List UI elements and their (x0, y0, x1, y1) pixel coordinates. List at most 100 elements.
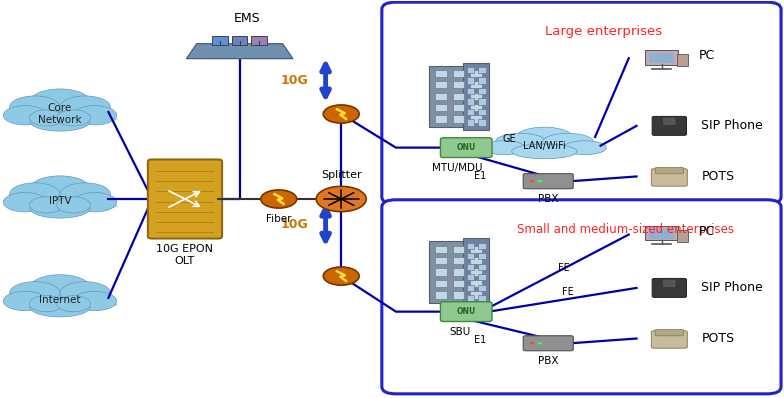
FancyBboxPatch shape (655, 168, 684, 174)
Text: POTS: POTS (702, 170, 735, 183)
Ellipse shape (60, 282, 111, 304)
Bar (478, 285, 485, 291)
Bar (435, 246, 447, 253)
Ellipse shape (495, 133, 546, 150)
Text: FE: FE (558, 263, 570, 273)
FancyBboxPatch shape (212, 36, 228, 45)
FancyBboxPatch shape (677, 230, 688, 242)
Ellipse shape (9, 96, 60, 119)
Text: E1: E1 (474, 336, 486, 345)
Ellipse shape (12, 300, 118, 310)
Bar (467, 119, 474, 125)
Circle shape (529, 342, 534, 344)
Circle shape (261, 190, 296, 208)
Circle shape (537, 342, 542, 344)
Bar (470, 257, 482, 264)
FancyBboxPatch shape (645, 226, 678, 240)
FancyBboxPatch shape (148, 160, 222, 238)
Text: Large enterprises: Large enterprises (545, 25, 662, 38)
Ellipse shape (564, 141, 606, 155)
Bar (435, 93, 447, 100)
Polygon shape (187, 44, 293, 59)
FancyBboxPatch shape (652, 116, 687, 135)
FancyBboxPatch shape (441, 302, 492, 322)
Ellipse shape (516, 127, 572, 148)
Bar (478, 67, 485, 73)
Bar (452, 246, 464, 253)
FancyBboxPatch shape (663, 118, 676, 125)
Circle shape (529, 180, 534, 182)
Ellipse shape (56, 197, 90, 213)
Bar (478, 88, 485, 94)
Text: Internet: Internet (39, 295, 81, 305)
FancyBboxPatch shape (645, 51, 678, 64)
Ellipse shape (60, 183, 111, 205)
Text: POTS: POTS (702, 332, 735, 345)
Bar (467, 109, 474, 115)
Bar (467, 295, 474, 301)
Bar (452, 104, 464, 111)
Bar (470, 280, 482, 287)
Bar (478, 295, 485, 301)
Ellipse shape (9, 183, 60, 205)
Text: Core
Network: Core Network (38, 103, 82, 125)
FancyBboxPatch shape (655, 330, 684, 336)
Text: PBX: PBX (538, 194, 558, 204)
Circle shape (537, 180, 542, 182)
Ellipse shape (3, 291, 47, 311)
FancyBboxPatch shape (441, 138, 492, 158)
Text: 10G: 10G (281, 74, 308, 87)
Ellipse shape (73, 291, 117, 311)
Bar (467, 67, 474, 73)
Bar (470, 93, 482, 100)
FancyBboxPatch shape (232, 36, 248, 45)
Bar (470, 81, 482, 88)
Bar (478, 264, 485, 270)
Bar (452, 291, 464, 298)
Ellipse shape (73, 105, 117, 125)
Bar (478, 78, 485, 84)
Ellipse shape (56, 110, 90, 126)
FancyBboxPatch shape (252, 36, 267, 45)
Ellipse shape (30, 298, 90, 317)
Bar (452, 280, 464, 287)
Text: E1: E1 (474, 171, 486, 181)
Bar (467, 88, 474, 94)
Ellipse shape (512, 144, 577, 159)
Text: PC: PC (699, 225, 715, 238)
Text: IPTV: IPTV (49, 196, 71, 206)
Bar (452, 70, 464, 77)
Text: Splitter: Splitter (321, 170, 361, 180)
FancyBboxPatch shape (677, 54, 688, 66)
Bar (467, 243, 474, 249)
Bar (452, 268, 464, 276)
FancyBboxPatch shape (649, 53, 674, 62)
FancyBboxPatch shape (463, 238, 489, 306)
Bar (478, 119, 485, 125)
Bar (478, 109, 485, 115)
Bar (467, 78, 474, 84)
Ellipse shape (12, 115, 118, 124)
FancyBboxPatch shape (652, 279, 687, 297)
Ellipse shape (30, 89, 90, 115)
Ellipse shape (3, 193, 47, 212)
Text: EMS: EMS (234, 12, 261, 25)
Text: SBU: SBU (449, 327, 470, 337)
Bar (435, 81, 447, 88)
FancyBboxPatch shape (382, 2, 781, 204)
Ellipse shape (9, 282, 60, 304)
Ellipse shape (30, 112, 90, 131)
Bar (435, 280, 447, 287)
Ellipse shape (30, 199, 90, 218)
Text: PC: PC (699, 49, 715, 62)
Ellipse shape (543, 133, 593, 150)
Bar (452, 81, 464, 88)
FancyBboxPatch shape (523, 336, 573, 351)
Text: LAN/WiFi: LAN/WiFi (523, 140, 566, 151)
FancyBboxPatch shape (652, 331, 688, 348)
Text: PBX: PBX (538, 356, 558, 366)
Bar (478, 243, 485, 249)
Ellipse shape (30, 110, 64, 126)
Bar (470, 70, 482, 77)
Text: Small and medium-sized enterprises: Small and medium-sized enterprises (517, 223, 735, 236)
